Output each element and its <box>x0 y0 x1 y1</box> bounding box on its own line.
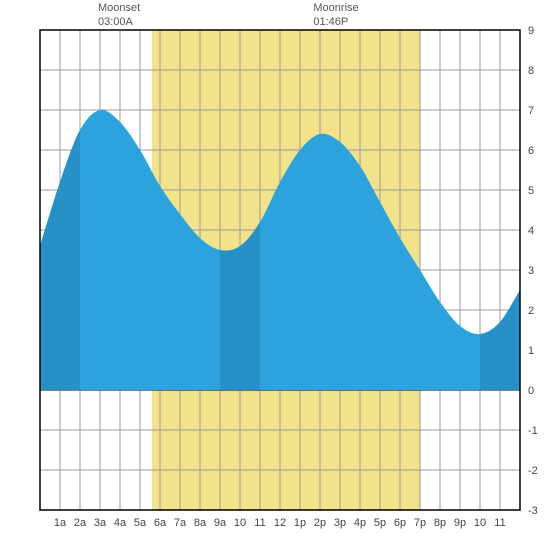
x-tick-label: 10 <box>474 517 486 529</box>
y-tick-label: -1 <box>528 425 538 437</box>
x-tick-label: 12 <box>274 517 286 529</box>
x-tick-label: 1p <box>294 517 306 529</box>
moonset-title: Moonset <box>98 2 140 16</box>
y-tick-label: 2 <box>528 305 534 317</box>
y-tick-label: 3 <box>528 265 534 277</box>
x-tick-label: 7a <box>174 517 187 529</box>
x-tick-label: 7p <box>414 517 426 529</box>
x-tick-label: 8p <box>434 517 446 529</box>
y-tick-label: 4 <box>528 225 534 237</box>
moonrise-label: Moonrise 01:46P <box>313 2 358 30</box>
x-tick-label: 11 <box>494 517 505 529</box>
y-tick-label: 0 <box>528 385 534 397</box>
x-tick-label: 2p <box>314 517 326 529</box>
x-tick-label: 3p <box>334 517 346 529</box>
x-tick-label: 2a <box>74 517 87 529</box>
y-tick-label: -2 <box>528 465 538 477</box>
moonset-label: Moonset 03:00A <box>98 2 140 30</box>
y-tick-label: -3 <box>528 505 538 517</box>
x-tick-label: 4a <box>114 517 127 529</box>
x-tick-label: 9p <box>454 517 466 529</box>
moonrise-title: Moonrise <box>313 2 358 16</box>
y-tick-label: 7 <box>528 105 534 117</box>
x-tick-label: 5p <box>374 517 386 529</box>
x-tick-label: 4p <box>354 517 366 529</box>
x-tick-label: 8a <box>194 517 207 529</box>
x-tick-label: 11 <box>254 517 265 529</box>
y-tick-label: 5 <box>528 185 534 197</box>
y-tick-label: 1 <box>528 345 534 357</box>
x-tick-label: 6p <box>394 517 406 529</box>
moonrise-time: 01:46P <box>313 16 358 30</box>
y-tick-label: 9 <box>528 25 534 37</box>
x-tick-label: 3a <box>94 517 107 529</box>
x-tick-label: 5a <box>134 517 147 529</box>
chart-svg: -3-2-101234567891a2a3a4a5a6a7a8a9a101112… <box>0 0 550 550</box>
x-tick-label: 9a <box>214 517 227 529</box>
x-tick-label: 10 <box>234 517 246 529</box>
tide-chart: Moonset 03:00A Moonrise 01:46P -3-2-1012… <box>0 0 550 550</box>
y-tick-label: 6 <box>528 145 534 157</box>
y-tick-label: 8 <box>528 65 534 77</box>
moonset-time: 03:00A <box>98 16 140 30</box>
x-tick-label: 1a <box>54 517 67 529</box>
x-tick-label: 6a <box>154 517 167 529</box>
